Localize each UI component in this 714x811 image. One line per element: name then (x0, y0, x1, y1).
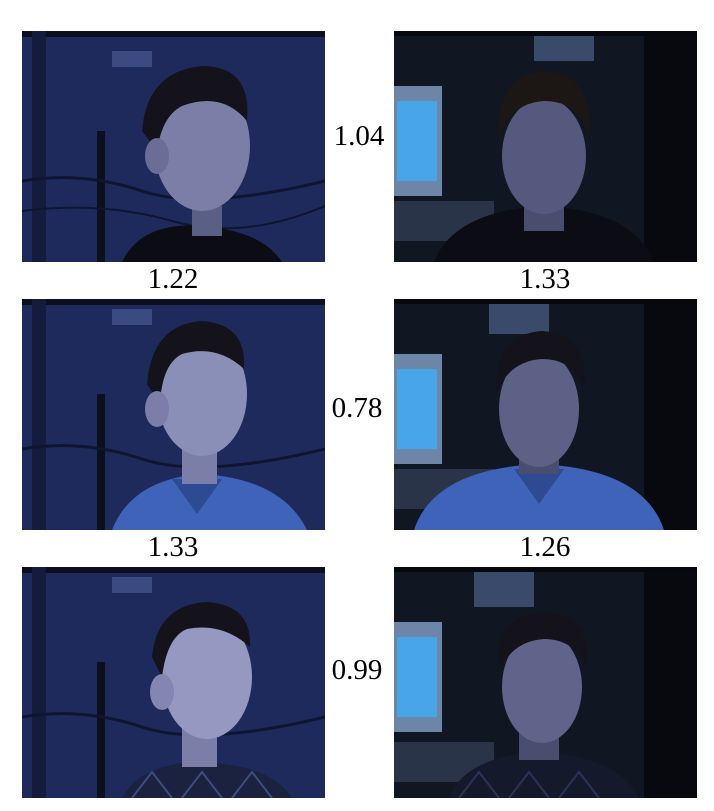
photo-row3-profile (22, 567, 325, 798)
photo-row3-frontal-image (394, 567, 697, 798)
photo-row1-frontal (394, 31, 697, 262)
photo-row1-profile-image (22, 31, 325, 262)
photo-row2-profile (22, 299, 325, 530)
photo-row1-frontal-image (394, 31, 697, 262)
row2-right-caption: 1.26 (519, 531, 571, 563)
photo-row1-profile (22, 31, 325, 262)
photo-row2-frontal (394, 299, 697, 530)
row2-between-value: 0.78 (331, 392, 383, 424)
row1-between-value: 1.04 (333, 120, 385, 152)
photo-row2-profile-image (22, 299, 325, 530)
row1-right-caption: 1.33 (519, 263, 571, 295)
row3-between-value: 0.99 (331, 654, 383, 686)
photo-row3-profile-image (22, 567, 325, 798)
photo-row2-frontal-image (394, 299, 697, 530)
photo-row3-frontal (394, 567, 697, 798)
row2-left-caption: 1.33 (147, 531, 199, 563)
row1-left-caption: 1.22 (147, 263, 199, 295)
